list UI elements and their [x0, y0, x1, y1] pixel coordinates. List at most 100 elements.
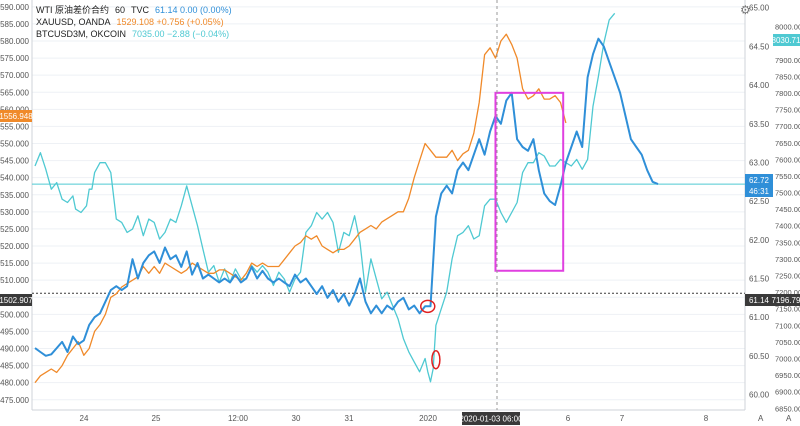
legend-source: TVC: [131, 5, 150, 15]
price-tag-btc-top: 8030.71: [772, 36, 800, 45]
left-tick-label: 1545.000: [0, 157, 30, 166]
legend-name: BTCUSD3M, OKCOIN: [36, 29, 127, 39]
right-btc-tick-label: 7100.00: [775, 321, 800, 330]
left-tick-label: 1580.000: [0, 37, 30, 46]
right-btc-tick-label: 7500.00: [775, 189, 800, 198]
left-tick-label: 1480.000: [0, 379, 30, 388]
left-tick-label: 1570.000: [0, 71, 30, 80]
right-wti-tick-label: 65.00: [749, 4, 770, 13]
left-tick-label: 1590.000: [0, 3, 30, 12]
right-btc-tick-label: 7350.00: [775, 238, 800, 247]
right-btc-tick-label: 7850.00: [775, 72, 800, 81]
left-tick-label: 1495.000: [0, 327, 30, 336]
price-tag-xau-current: 1556.948: [0, 112, 33, 121]
right-wti-tick-label: 61.00: [749, 313, 770, 322]
series-lines: [34, 12, 659, 384]
left-tick-label: 1510.000: [0, 276, 30, 285]
left-tick-label: 1530.000: [0, 208, 30, 217]
right-btc-tick-label: 8000.00: [775, 23, 800, 32]
right-wti-tick-label: 64.00: [749, 81, 770, 90]
right-btc-tick-label: 7150.00: [775, 305, 800, 314]
right-wti-tick-label: 62.50: [749, 197, 770, 206]
highlight-ellipse: [420, 299, 436, 314]
price-tag-wti-hline: 61.14: [749, 296, 770, 305]
right-wti-tick-label: 60.00: [749, 391, 770, 400]
bottom-corner-right: A: [786, 414, 792, 423]
right-btc-tick-label: 7800.00: [775, 89, 800, 98]
horizontal-lines: [32, 183, 745, 294]
price-tag-btc-current: 46:31: [749, 187, 770, 196]
x-tick-label: 8: [704, 414, 709, 423]
left-tick-label: 1560.000: [0, 105, 30, 114]
legend: WTI 原油差价合约 60 TVC 61.14 0.00 (0.00%) XAU…: [36, 4, 232, 40]
highlight-ellipse: [431, 349, 441, 370]
right-axis-btc: 6850.00 6900.00 6950.00 7000.00 7050.00 7100.…: [775, 23, 800, 414]
x-tick-label: 25: [152, 414, 161, 423]
left-tick-label: 1550.000: [0, 140, 30, 149]
legend-name: XAUUSD, OANDA: [36, 17, 111, 27]
right-btc-tick-label: 7200.00: [775, 288, 800, 297]
right-btc-tick-label: 7900.00: [775, 56, 800, 65]
right-btc-tick-label: 7300.00: [775, 255, 800, 264]
legend-row-btc[interactable]: BTCUSD3M, OKCOIN 7035.00 −2.88 (−0.04%): [36, 28, 232, 40]
left-tick-label: 1485.000: [0, 362, 30, 371]
x-tick-label: 2020: [419, 414, 437, 423]
legend-row-wti[interactable]: WTI 原油差价合约 60 TVC 61.14 0.00 (0.00%): [36, 4, 232, 16]
legend-values: 7035.00 −2.88 (−0.04%): [132, 29, 230, 39]
series-line-left: [34, 33, 567, 384]
right-btc-tick-label: 6950.00: [775, 371, 800, 380]
right-wti-tick-label: 63.00: [749, 158, 770, 167]
right-btc-tick-label: 7450.00: [775, 205, 800, 214]
left-tick-label: 1525.000: [0, 225, 30, 234]
right-axis-wti: 60.00 60.50 61.00 61.50 62.00 62.50 63.00 63.50…: [744, 0, 770, 410]
x-tick-label: 24: [80, 414, 89, 423]
crosshair-time-label: 2020-01-03 06:00: [459, 412, 523, 425]
price-tags: 1556.948 1502.907 62.72 46:31 61.14 7196…: [0, 34, 800, 306]
plot-background: [32, 0, 745, 410]
x-tick-label: 12:00: [228, 414, 249, 423]
right-wti-tick-label: 64.50: [749, 42, 770, 51]
svg-text:2020-01-03 06:00: 2020-01-03 06:00: [459, 415, 523, 424]
left-tick-label: 1555.000: [0, 122, 30, 131]
right-btc-tick-label: 7550.00: [775, 172, 800, 181]
right-btc-tick-label: 6900.00: [775, 388, 800, 397]
legend-values: 61.14 0.00 (0.00%): [155, 5, 232, 15]
annotations: [420, 91, 565, 370]
x-tick-label: 30: [292, 414, 301, 423]
x-axis: 24 25 12:00 30 31 2020 6 7 8: [32, 409, 745, 423]
left-tick-label: 1515.000: [0, 259, 30, 268]
left-tick-label: 1585.000: [0, 20, 30, 29]
right-wti-tick-label: 60.50: [749, 352, 770, 361]
right-btc-tick-label: 7250.00: [775, 272, 800, 281]
right-wti-tick-label: 61.50: [749, 274, 770, 283]
series-line-wti: [34, 37, 659, 357]
left-tick-label: 1520.000: [0, 242, 30, 251]
right-btc-tick-label: 7000.00: [775, 355, 800, 364]
right-btc-tick-label: 7700.00: [775, 122, 800, 131]
right-wti-tick-label: 62.00: [749, 236, 770, 245]
left-tick-label: 1500.000: [0, 310, 30, 319]
right-btc-tick-label: 7400.00: [775, 222, 800, 231]
grid: [32, 6, 745, 401]
legend-row-xau[interactable]: XAUUSD, OANDA 1529.108 +0.756 (+0.05%): [36, 16, 232, 28]
legend-interval: 60: [115, 5, 126, 15]
legend-name: WTI 原油差价合约: [36, 5, 109, 15]
left-tick-label: 1490.000: [0, 345, 30, 354]
gear-icon[interactable]: ⚙: [740, 3, 751, 17]
right-btc-tick-label: 7050.00: [775, 338, 800, 347]
right-btc-tick-label: 7650.00: [775, 139, 800, 148]
x-tick-label: 7: [620, 414, 625, 423]
left-tick-label: 1565.000: [0, 88, 30, 97]
right-wti-tick-label: 63.50: [749, 120, 770, 129]
right-btc-tick-label: 7600.00: [775, 155, 800, 164]
price-tag-xau-hline: 1502.907: [0, 296, 33, 305]
right-btc-tick-label: 6850.00: [775, 404, 800, 413]
left-tick-label: 1475.000: [0, 396, 30, 405]
highlight-rectangle: [494, 91, 565, 272]
left-tick-label: 1535.000: [0, 191, 30, 200]
x-tick-label: 6: [566, 414, 571, 423]
x-tick-label: 31: [345, 414, 354, 423]
price-tag-wti-current: 62.72: [749, 176, 770, 185]
series-line-btc: [34, 12, 616, 383]
